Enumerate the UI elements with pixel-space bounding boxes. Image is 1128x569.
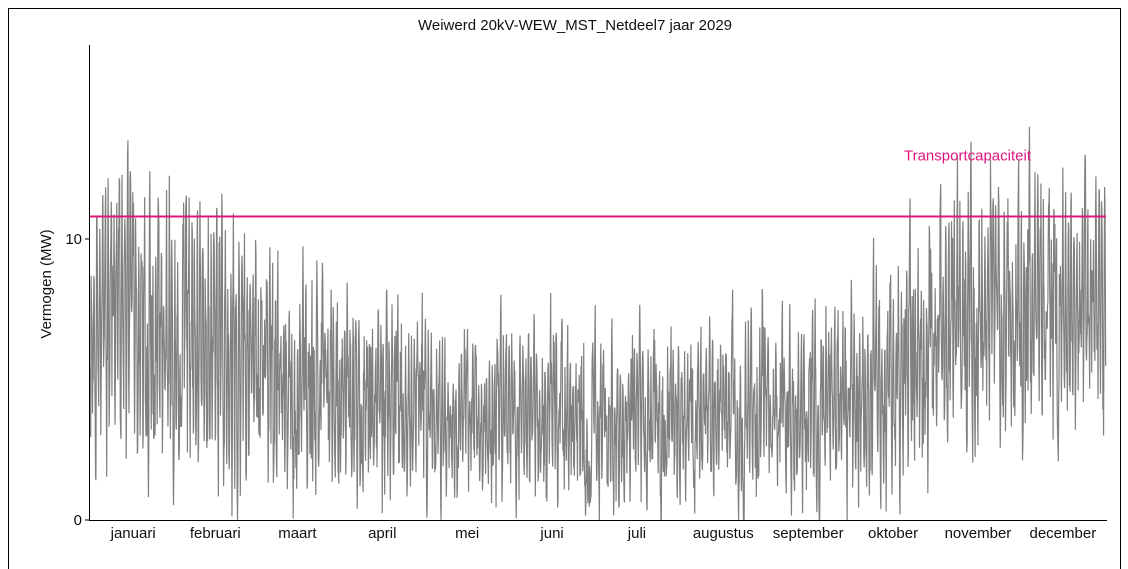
power-series-line [89,126,1107,521]
x-tick-label-oktober: oktober [868,525,918,542]
power-series [89,126,1107,521]
x-tick-label-februari: februari [190,525,241,542]
y-tick-label: 0 [74,512,82,529]
x-tick-label-september: september [773,525,844,542]
y-axis-label: Vermogen (MW) [38,229,55,338]
x-tick-label-januari: januari [110,525,156,542]
y-axis-ticks: 0 10 [65,231,90,529]
chart-title: Weiwerd 20kV-WEW_MST_Netdeel7 jaar 2029 [418,17,732,34]
x-tick-label-augustus: augustus [693,525,754,542]
x-tick-label-juni: juni [539,525,563,542]
reference-line-label: Transportcapaciteit [904,148,1032,165]
x-tick-label-maart: maart [278,525,317,542]
transport-capacity-line: Transportcapaciteit [90,148,1106,218]
x-tick-label-mei: mei [455,525,479,542]
y-tick-label: 10 [65,231,82,248]
x-tick-label-december: december [1030,525,1097,542]
x-tick-label-november: november [945,525,1012,542]
x-axis-ticks: januari februari maart april mei juni juli augu… [110,525,1097,542]
x-tick-label-april: april [368,525,396,542]
x-tick-label-juli: juli [627,525,646,542]
